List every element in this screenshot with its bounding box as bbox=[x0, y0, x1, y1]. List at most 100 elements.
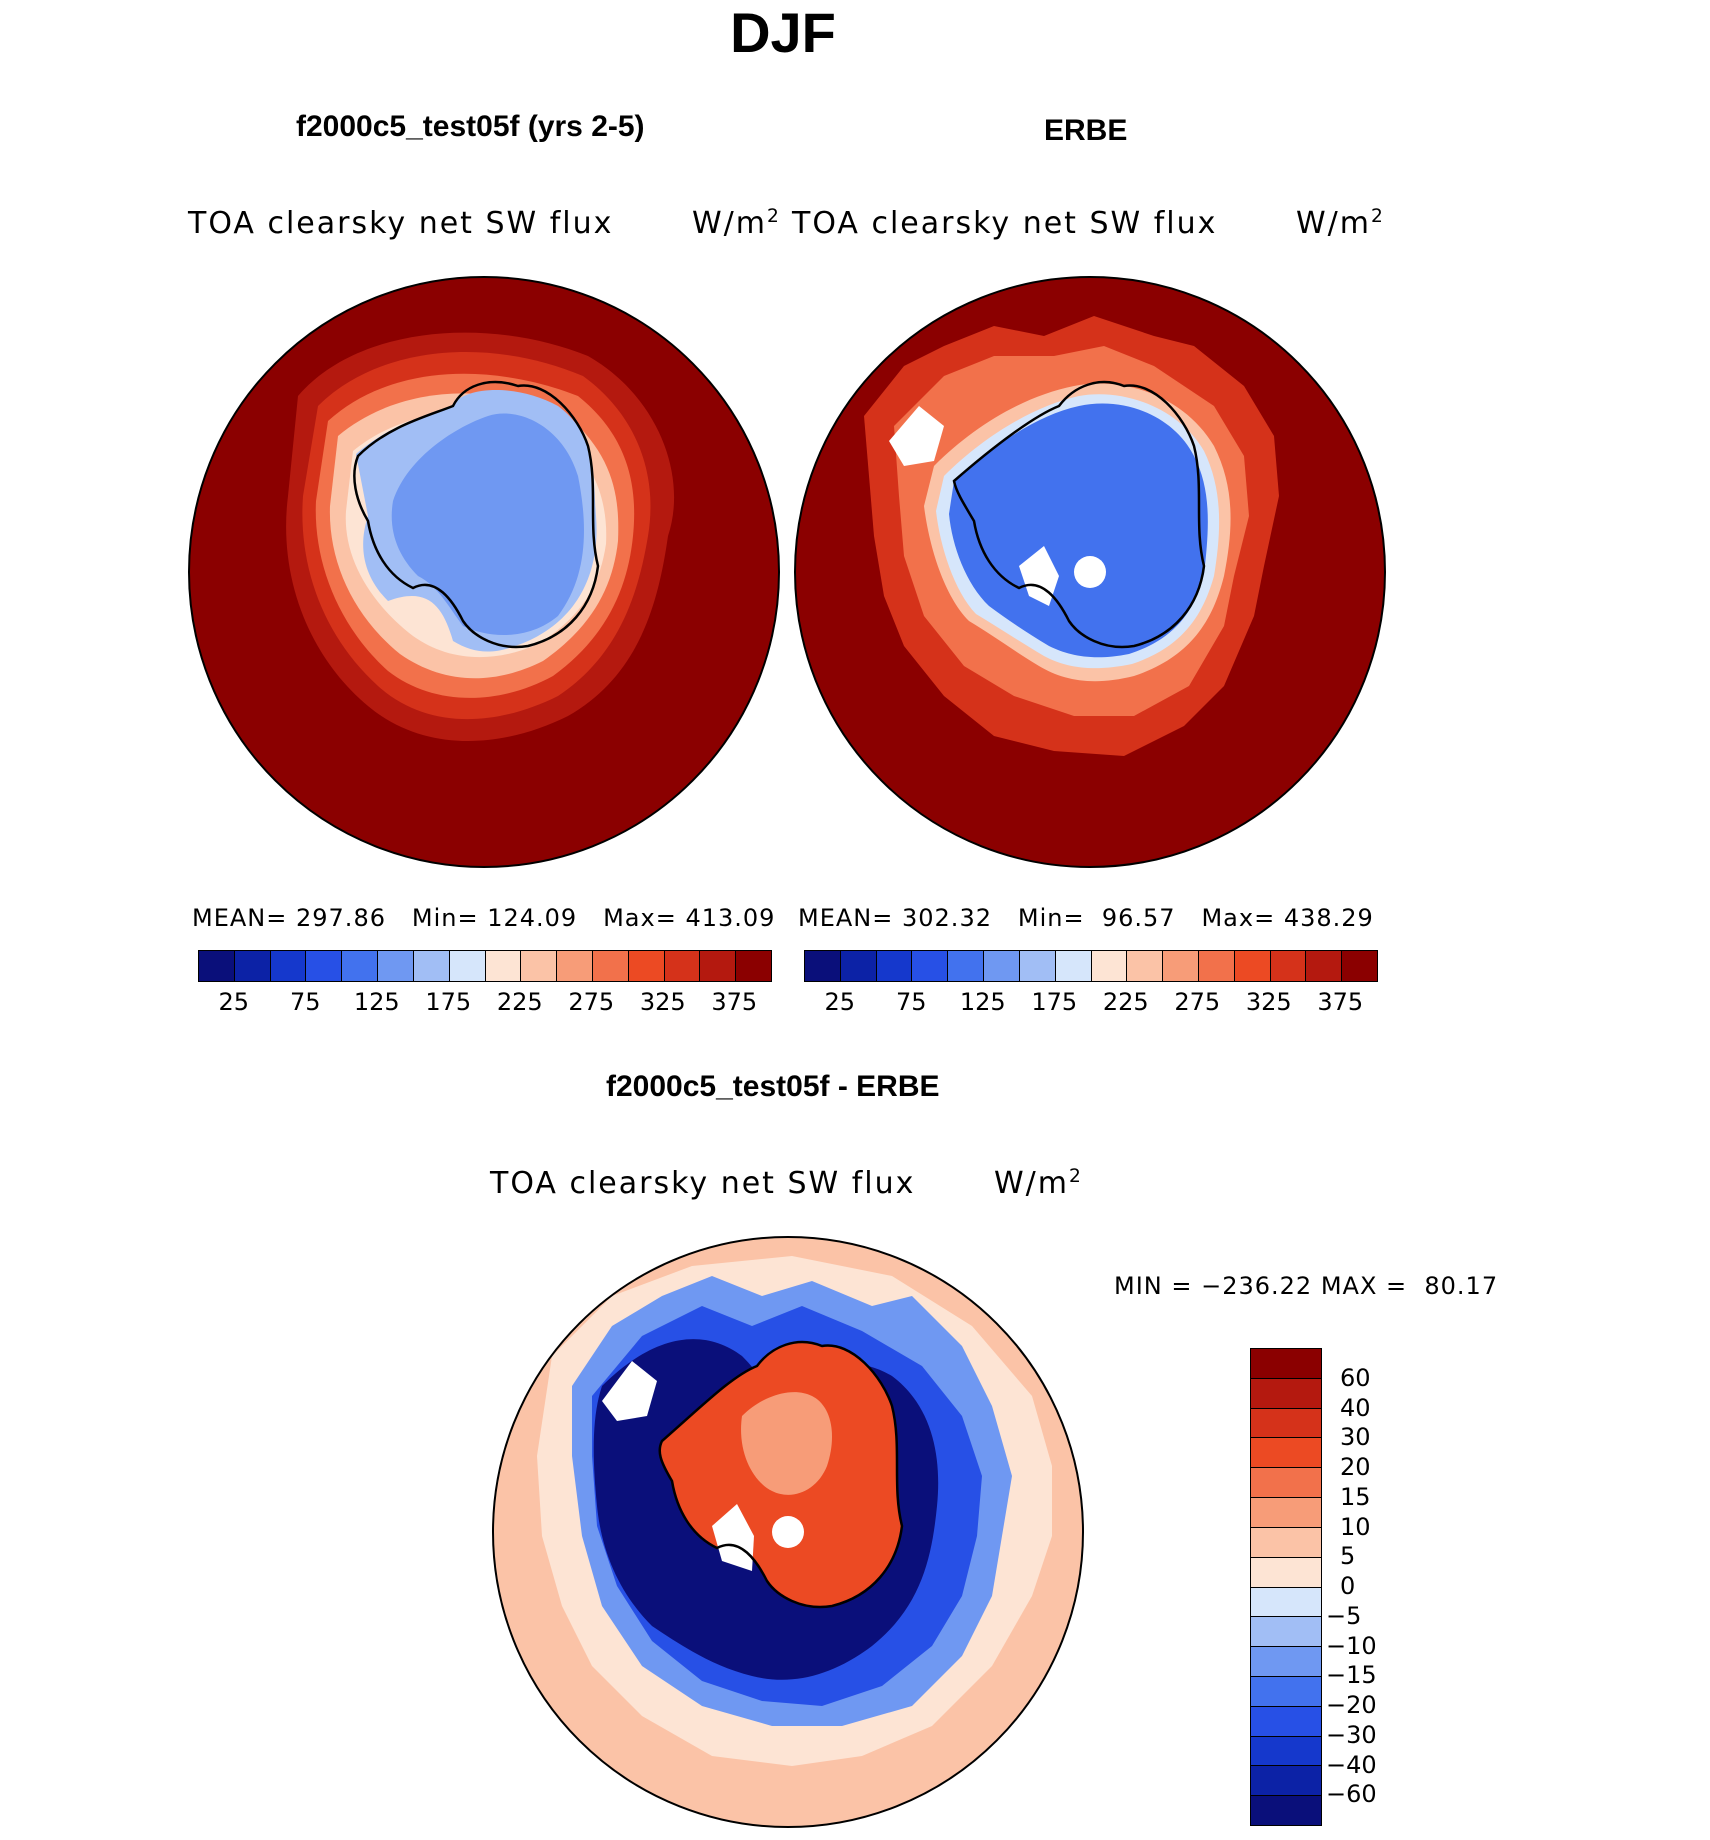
map-model-border bbox=[188, 276, 780, 868]
colorbar-erbe bbox=[804, 950, 1378, 982]
colorbar-erbe-swatch bbox=[1198, 951, 1235, 981]
colorbar-difference-swatch bbox=[1251, 1468, 1321, 1499]
colorbar-erbe-swatch bbox=[1091, 951, 1128, 981]
map-model-ice-inner bbox=[391, 413, 584, 636]
map-difference bbox=[492, 1236, 1084, 1828]
map-erbe-ice bbox=[949, 403, 1208, 658]
colorbar-model-swatch bbox=[234, 951, 271, 981]
panel-3-title: f2000c5_test05f - ERBE bbox=[606, 1070, 940, 1103]
colorbar-difference-swatch bbox=[1251, 1617, 1321, 1648]
colorbar-erbe-swatch bbox=[984, 951, 1020, 981]
colorbar-difference-swatch bbox=[1251, 1736, 1321, 1767]
colorbar-erbe-swatch bbox=[1019, 951, 1056, 981]
colorbar-erbe-swatch bbox=[1055, 951, 1092, 981]
colorbar-erbe-tick-label: 75 bbox=[895, 988, 927, 1016]
colorbar-erbe-ticks: 25 75 125 175 225 275 325 375 bbox=[804, 988, 1376, 1018]
colorbar-model-swatch bbox=[485, 951, 522, 981]
panel-1-variable-label: TOA clearsky net SW flux bbox=[188, 206, 614, 241]
map-diff-border bbox=[492, 1236, 1084, 1828]
colorbar-difference-swatch bbox=[1251, 1438, 1321, 1469]
colorbar-model-tick-label: 375 bbox=[711, 988, 758, 1016]
colorbar-erbe-swatch bbox=[1306, 951, 1343, 981]
colorbar-erbe-tick-label: 25 bbox=[824, 988, 856, 1016]
colorbar-erbe-swatch bbox=[1163, 951, 1199, 981]
colorbar-difference-label: −5 bbox=[1326, 1601, 1362, 1630]
colorbar-difference-label: 0 bbox=[1340, 1572, 1356, 1600]
colorbar-model-swatch bbox=[700, 951, 737, 981]
colorbar-difference-swatch bbox=[1251, 1706, 1321, 1737]
colorbar-erbe-swatch bbox=[876, 951, 913, 981]
main-title: DJF bbox=[730, 1, 836, 64]
panel-3-stats: MIN = −236.22 MAX = 80.17 bbox=[1114, 1272, 1499, 1300]
colorbar-difference-swatch bbox=[1251, 1378, 1321, 1409]
colorbar-difference-swatch bbox=[1251, 1408, 1321, 1439]
colorbar-model-swatch bbox=[628, 951, 665, 981]
colorbar-difference-label: 5 bbox=[1340, 1542, 1356, 1571]
colorbar-model-swatch bbox=[521, 951, 558, 981]
colorbar-difference-swatch bbox=[1251, 1587, 1321, 1618]
colorbar-erbe-swatch bbox=[805, 951, 841, 981]
colorbar-erbe-tick-label: 175 bbox=[1031, 988, 1078, 1016]
panel-3-variable-label: TOA clearsky net SW flux bbox=[490, 1166, 916, 1201]
colorbar-model-tick-label: 275 bbox=[568, 988, 615, 1016]
map-diff-missing-1 bbox=[602, 1361, 657, 1421]
colorbar-difference-swatch bbox=[1251, 1676, 1321, 1707]
colorbar-model-tick-label: 125 bbox=[353, 988, 400, 1016]
colorbar-model-tick-label: 175 bbox=[425, 988, 472, 1016]
colorbar-model-tick-label: 25 bbox=[218, 988, 250, 1016]
colorbar-difference-label: 30 bbox=[1340, 1423, 1371, 1452]
colorbar-erbe-tick-label: 225 bbox=[1102, 988, 1149, 1016]
colorbar-difference-label: −20 bbox=[1326, 1691, 1377, 1719]
colorbar-difference-label: −30 bbox=[1326, 1720, 1377, 1749]
panel-1-units: W/m2 bbox=[692, 206, 781, 241]
colorbar-erbe-tick-label: 325 bbox=[1245, 988, 1292, 1016]
colorbar-model-swatch bbox=[592, 951, 629, 981]
map-erbe bbox=[794, 276, 1386, 868]
colorbar-difference-labels: 60 40 30 20 15 10 5 0 −5 −10 −15 −20 −30 −40 −60 bbox=[1326, 1348, 1454, 1824]
colorbar-difference-swatch bbox=[1251, 1557, 1321, 1588]
panel-2-variable-label: TOA clearsky net SW flux bbox=[792, 206, 1218, 241]
map-erbe-border bbox=[794, 276, 1386, 868]
colorbar-erbe-tick-label: 375 bbox=[1317, 988, 1364, 1016]
colorbar-difference-swatch bbox=[1251, 1527, 1321, 1558]
colorbar-difference-swatch bbox=[1251, 1796, 1321, 1825]
colorbar-difference bbox=[1250, 1348, 1322, 1826]
colorbar-model-swatch bbox=[736, 951, 771, 981]
panel-1-stats: MEAN= 297.86 Min= 124.09 Max= 413.09 bbox=[192, 904, 776, 932]
panel-1-title: f2000c5_test05f (yrs 2-5) bbox=[296, 110, 645, 143]
map-erbe-coastline bbox=[952, 380, 1206, 649]
map-diff-ice-inner bbox=[741, 1392, 832, 1495]
map-erbe-pole-hole bbox=[1074, 556, 1106, 588]
map-model-coastline bbox=[353, 380, 600, 649]
colorbar-difference-label: 10 bbox=[1340, 1512, 1371, 1541]
colorbar-model-swatch bbox=[449, 951, 486, 981]
panel-2-stats: MEAN= 302.32 Min= 96.57 Max= 438.29 bbox=[798, 904, 1374, 932]
colorbar-model-swatch bbox=[270, 951, 307, 981]
colorbar-model bbox=[198, 950, 772, 982]
panel-3-units: W/m2 bbox=[994, 1166, 1083, 1201]
colorbar-model-ticks: 25 75 125 175 225 275 325 375 bbox=[198, 988, 770, 1018]
map-diff-missing-2 bbox=[712, 1504, 754, 1571]
colorbar-model-tick-label: 225 bbox=[496, 988, 543, 1016]
colorbar-erbe-swatch bbox=[948, 951, 985, 981]
colorbar-difference-label: 15 bbox=[1340, 1482, 1371, 1511]
colorbar-erbe-swatch bbox=[840, 951, 877, 981]
colorbar-erbe-tick-label: 275 bbox=[1174, 988, 1221, 1016]
colorbar-difference-label: −40 bbox=[1326, 1750, 1377, 1779]
colorbar-difference-swatch bbox=[1251, 1498, 1321, 1528]
colorbar-model-tick-label: 325 bbox=[639, 988, 686, 1016]
colorbar-erbe-swatch bbox=[1234, 951, 1271, 981]
colorbar-erbe-swatch bbox=[1270, 951, 1307, 981]
colorbar-difference-swatch bbox=[1251, 1647, 1321, 1677]
colorbar-model-swatch bbox=[378, 951, 414, 981]
colorbar-difference-swatch bbox=[1251, 1766, 1321, 1797]
map-model bbox=[188, 276, 780, 868]
map-diff-coastline bbox=[658, 1340, 904, 1609]
map-erbe-missing-1 bbox=[889, 406, 944, 466]
colorbar-difference-label: 20 bbox=[1340, 1453, 1371, 1481]
colorbar-model-swatch bbox=[557, 951, 593, 981]
colorbar-model-swatch bbox=[199, 951, 235, 981]
colorbar-difference-swatch bbox=[1251, 1349, 1321, 1379]
colorbar-model-tick-label: 75 bbox=[289, 988, 321, 1016]
map-diff-pole-hole bbox=[772, 1516, 804, 1548]
